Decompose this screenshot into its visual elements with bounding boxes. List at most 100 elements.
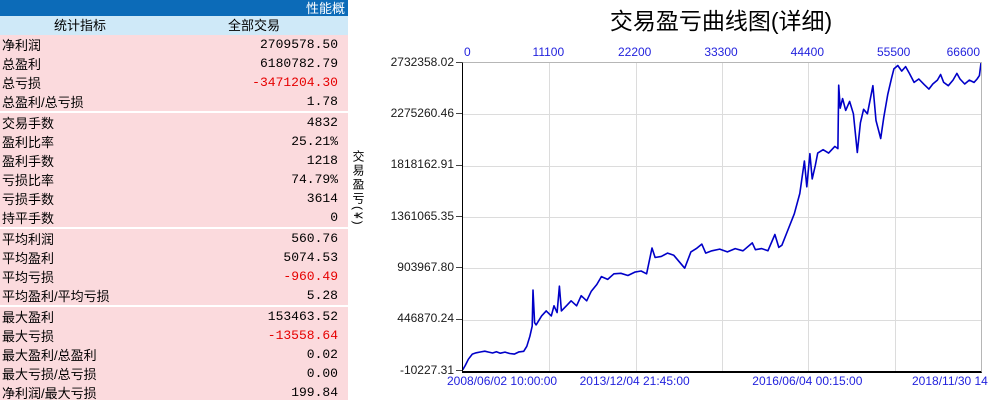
row-value: 4832 <box>306 115 338 130</box>
row-value: 74.79% <box>291 172 338 187</box>
y-axis-tick-label: -10227.31 <box>399 362 454 377</box>
table-row: 总亏损 -3471204.30 <box>0 73 348 92</box>
report-window-title: 性能概 <box>306 1 346 16</box>
column-header-all-trades: 全部交易 <box>227 18 280 33</box>
row-value: 0.02 <box>306 347 338 362</box>
row-value: 199.84 <box>291 385 338 400</box>
row-label: 交易手数 <box>2 116 55 131</box>
row-value: -13558.64 <box>267 328 338 343</box>
table-row: 净利润 2709578.50 <box>0 35 348 54</box>
row-label: 盈利手数 <box>2 154 55 169</box>
gridline-horizontal <box>463 319 981 321</box>
y-axis-tick <box>456 267 462 269</box>
y-axis-tick-label: 1818162.91 <box>390 157 454 172</box>
row-value: 1.78 <box>306 94 338 109</box>
table-row: 总盈利 6180782.79 <box>0 54 348 73</box>
table-row: 平均亏损 -960.49 <box>0 267 348 286</box>
row-label: 净利润/最大亏损 <box>2 386 97 400</box>
row-label: 总亏损 <box>2 76 42 91</box>
x-axis-date-label: 2008/06/02 10:00:00 <box>447 374 558 388</box>
y-axis-tick-label: 2732358.02 <box>390 54 454 69</box>
pnl-curve-svg <box>463 63 981 371</box>
x-axis-top-tick-label: 44400 <box>790 45 825 59</box>
table-row: 亏损比率 74.79% <box>0 170 348 189</box>
row-label: 最大亏损 <box>2 329 55 344</box>
x-axis-top-tick-label: 0 <box>464 45 471 59</box>
row-value: 25.21% <box>291 134 338 149</box>
table-row: 亏损手数 3614 <box>0 189 348 208</box>
table-row: 最大盈利/总盈利 0.02 <box>0 345 348 364</box>
report-rows: 净利润 2709578.50 总盈利 6180782.79 总亏损 -3471204.30… <box>0 35 348 400</box>
x-axis-top-tick-label: 33300 <box>704 45 738 59</box>
gridline-horizontal <box>463 217 981 218</box>
pnl-curve <box>463 63 981 371</box>
table-row: 总盈利/总亏损 1.78 <box>0 92 348 113</box>
row-value: 6180782.79 <box>259 56 338 71</box>
x-axis-top-tick-label: 22200 <box>617 45 652 59</box>
row-label: 平均亏损 <box>2 270 55 285</box>
row-value: 0 <box>330 210 338 225</box>
table-row: 净利润/最大亏损 199.84 <box>0 383 348 400</box>
row-value: 2709578.50 <box>259 37 338 52</box>
x-axis-top-tick-label: 55500 <box>876 45 911 59</box>
row-label: 最大盈利 <box>2 310 55 325</box>
row-value: 1218 <box>306 153 338 168</box>
row-label: 持平手数 <box>2 211 55 226</box>
table-row: 最大亏损 -13558.64 <box>0 326 348 345</box>
gridline-horizontal <box>463 268 981 270</box>
y-axis-tick-label: 2275260.46 <box>390 105 454 120</box>
table-row: 持平手数 0 <box>0 208 348 229</box>
row-label: 最大亏损/总亏损 <box>2 367 97 382</box>
report-column-header: 统计指标 全部交易 <box>0 16 348 35</box>
table-row: 平均利润 560.76 <box>0 229 348 248</box>
y-axis-tick <box>456 318 462 320</box>
row-value: 5.28 <box>306 288 338 303</box>
y-axis-tick <box>456 216 462 217</box>
row-label: 平均盈利/平均亏损 <box>2 289 110 304</box>
row-label: 平均盈利 <box>2 251 55 266</box>
table-row: 交易手数 4832 <box>0 113 348 132</box>
chart-title: 交易盈亏曲线图(详细) <box>609 8 833 34</box>
x-axis-date-label: 2018/11/30 14 <box>912 374 988 388</box>
y-axis-tick-label: 903967.80 <box>397 259 454 274</box>
report-titlebar: 性能概 <box>0 0 348 16</box>
row-label: 最大盈利/总盈利 <box>2 348 97 363</box>
row-value: -3471204.30 <box>252 75 338 90</box>
y-axis-tick <box>456 113 462 115</box>
y-axis-tick <box>456 62 462 63</box>
table-row: 平均盈利 5074.53 <box>0 248 348 267</box>
y-axis-tick-label: 446870.24 <box>397 311 454 326</box>
table-row: 最大盈利 153463.52 <box>0 307 348 326</box>
plot-area <box>462 62 982 373</box>
row-label: 亏损比率 <box>2 173 55 188</box>
y-axis-tick-label: 1361065.35 <box>390 208 454 223</box>
column-header-indicator: 统计指标 <box>53 18 106 33</box>
gridline-vertical <box>894 63 896 371</box>
y-axis-title: 交易盈亏(¥) <box>351 150 365 227</box>
row-label: 净利润 <box>2 38 42 53</box>
x-axis-top-tick-label: 11100 <box>532 45 565 59</box>
y-axis-tick <box>456 370 462 371</box>
x-axis-date-label: 2016/06/04 00:15:00 <box>752 374 863 388</box>
row-label: 盈利比率 <box>2 135 55 150</box>
table-row: 最大亏损/总亏损 0.00 <box>0 364 348 383</box>
report-panel: 性能概 统计指标 全部交易 净利润 2709578.50 总盈利 6180782.79… <box>0 0 348 400</box>
x-axis-top-tick-label: 66600 <box>946 45 980 59</box>
row-value: 5074.53 <box>283 250 338 265</box>
row-label: 总盈利/总亏损 <box>2 95 84 110</box>
y-axis-tick <box>456 164 462 166</box>
row-value: 3614 <box>306 191 338 206</box>
x-axis-date-label: 2013/12/04 21:45:00 <box>579 374 690 388</box>
table-row: 盈利手数 1218 <box>0 151 348 170</box>
row-value: 0.00 <box>306 366 338 381</box>
row-value: 153463.52 <box>267 309 338 324</box>
row-label: 亏损手数 <box>2 192 55 207</box>
row-value: 560.76 <box>291 231 338 246</box>
gridline-vertical <box>808 63 810 371</box>
table-row: 盈利比率 25.21% <box>0 132 348 151</box>
table-row: 平均盈利/平均亏损 5.28 <box>0 286 348 307</box>
row-value: -960.49 <box>283 269 338 284</box>
row-label: 平均利润 <box>2 232 55 247</box>
row-label: 总盈利 <box>2 57 42 72</box>
